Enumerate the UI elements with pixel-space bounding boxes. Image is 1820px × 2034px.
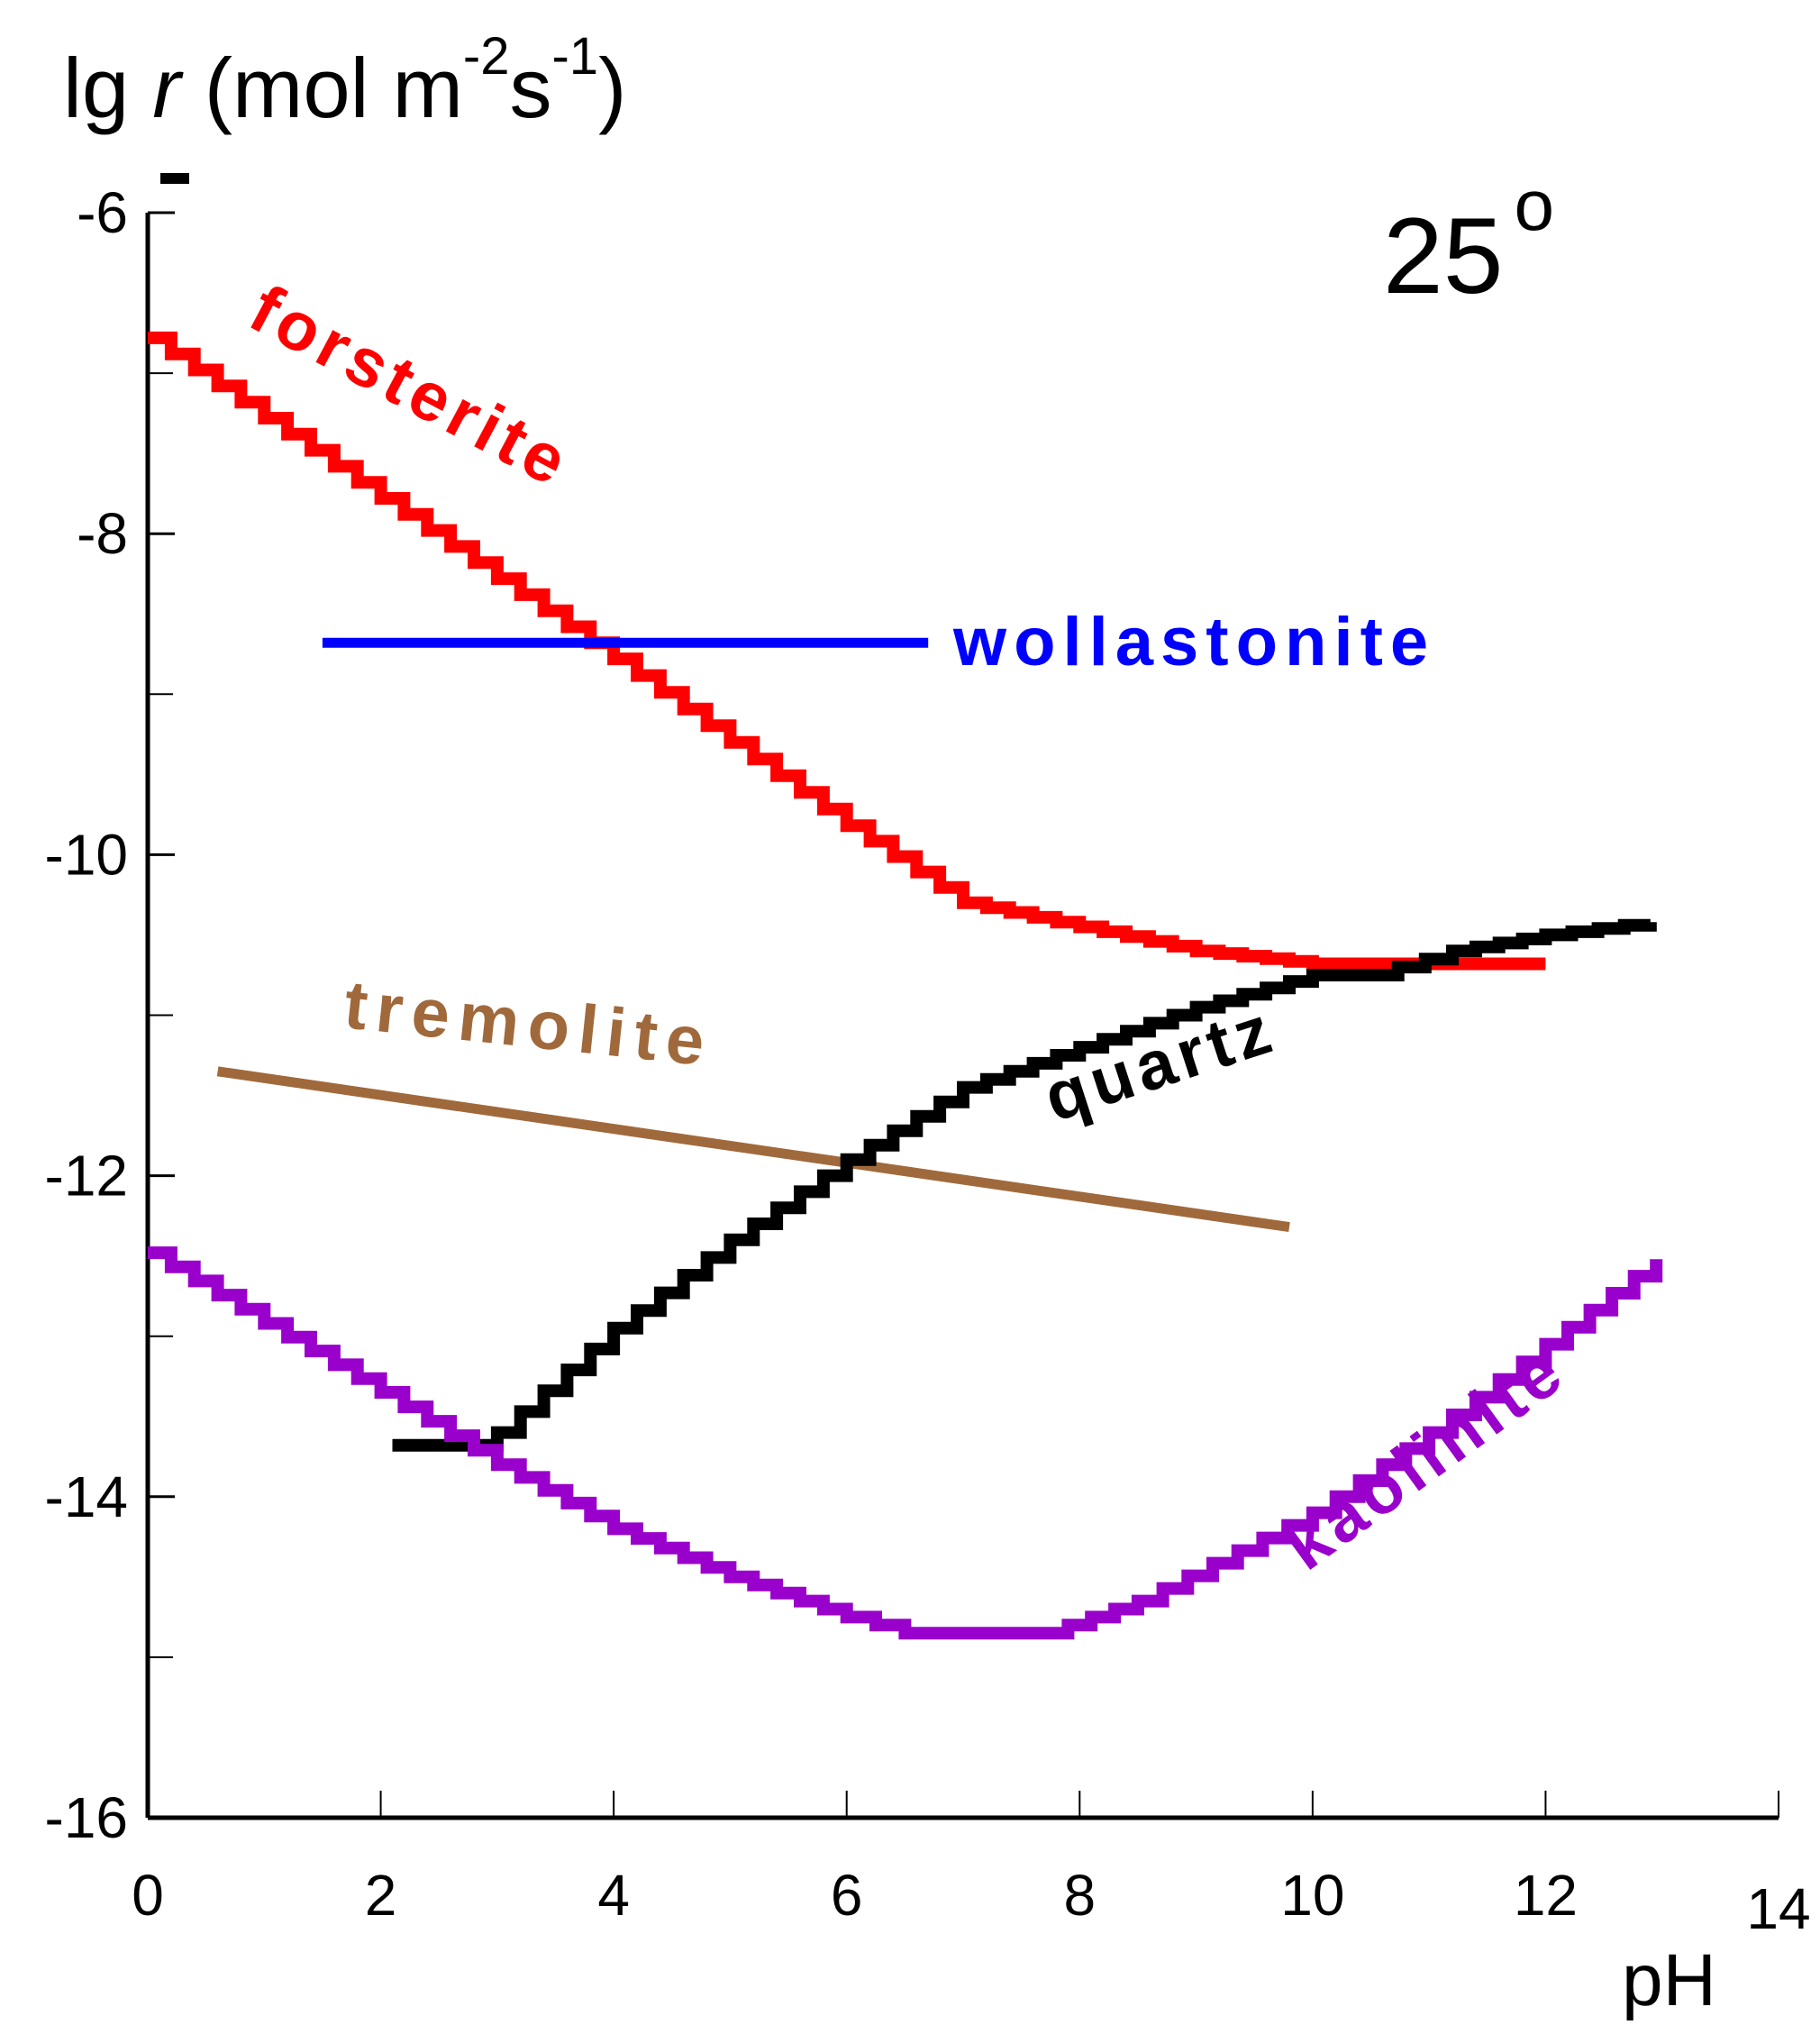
series-line-kaolinite [148, 1246, 1663, 1640]
series-line-tremolite [216, 1066, 1290, 1233]
x-tick-label: 12 [1514, 1863, 1578, 1928]
x-tick-label: 8 [1063, 1863, 1096, 1928]
x-tick-label: 2 [365, 1863, 397, 1928]
x-tick-label: 10 [1280, 1863, 1344, 1928]
y-axis-title-unit-close: ) [598, 41, 626, 135]
x-tick-label: 0 [132, 1863, 164, 1928]
temperature-value: 25 [1383, 196, 1503, 316]
series-layer [148, 331, 1663, 1640]
y-tick-label: -6 [77, 180, 128, 245]
y-axis-title-unit-mid: s [509, 41, 551, 135]
y-axis-title-symbol: r [152, 41, 184, 135]
label-quartz: quartz [1035, 990, 1285, 1136]
x-axis-title: pH [1622, 1939, 1716, 2021]
axis-top-mark [160, 173, 189, 184]
x-tick-label: 4 [597, 1863, 630, 1928]
temperature-annotation: 25 o [1383, 165, 1554, 316]
label-kaolinite: kaolinite [1270, 1331, 1579, 1585]
label-tremolite: tremolite [341, 966, 717, 1081]
y-axis-title: lg r (mol m-2s-1) [63, 27, 626, 135]
ticks: -6 -8 -10 -12 -14 -160 2 4 6 8 10 12 14 [45, 180, 1811, 1941]
label-wollastonite: wollastonite [952, 604, 1435, 680]
y-tick-label: -12 [45, 1144, 129, 1209]
label-forsterite: forsterite [238, 270, 584, 503]
y-tick-label: -8 [77, 501, 128, 566]
y-axis-title-unit-open: (mol m [181, 41, 463, 135]
y-axis-title-exp2: -1 [551, 27, 598, 86]
y-tick-label: -16 [45, 1785, 129, 1850]
x-tick-label: 14 [1746, 1876, 1810, 1941]
y-axis-title-prefix: lg [63, 41, 152, 135]
y-tick-label: -14 [45, 1464, 129, 1529]
series-line-forsterite [148, 331, 1546, 971]
temperature-degree: o [1514, 165, 1554, 245]
y-axis-title-exp1: -2 [463, 27, 510, 86]
x-tick-label: 6 [831, 1863, 863, 1928]
series-line-quartz [392, 918, 1657, 1452]
y-tick-label: -10 [45, 822, 129, 887]
